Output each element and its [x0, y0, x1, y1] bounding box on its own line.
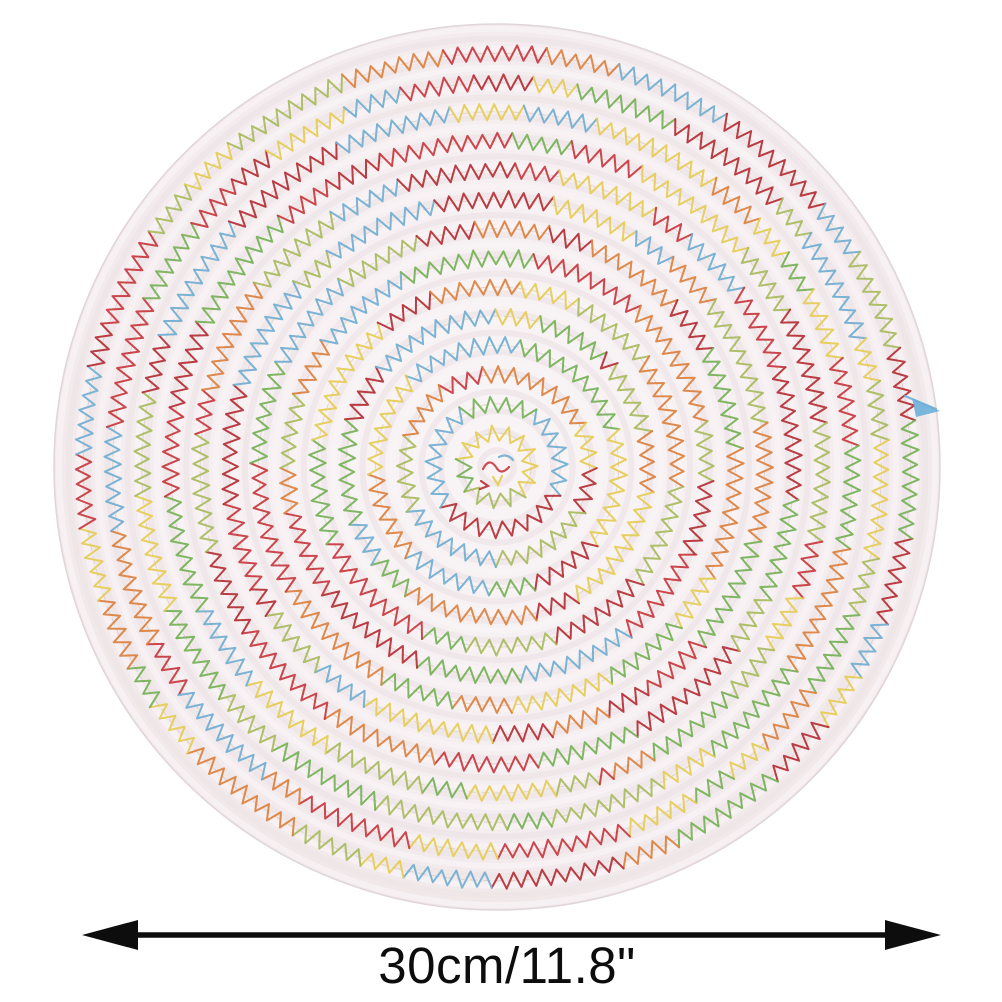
dimension-arrow	[82, 920, 941, 950]
dimension-label: 30cm/11.8"	[378, 937, 636, 994]
